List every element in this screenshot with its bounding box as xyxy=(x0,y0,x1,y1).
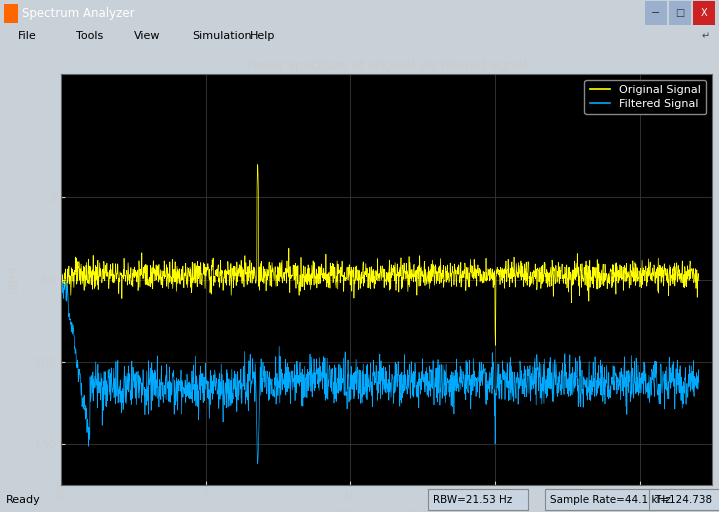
Text: Ready: Ready xyxy=(6,495,41,505)
X-axis label: Frequency (kHz): Frequency (kHz) xyxy=(336,507,437,512)
Text: ↵: ↵ xyxy=(702,31,710,41)
Bar xyxy=(645,2,667,25)
Title: Power spectrum of original v/s filtered signal: Power spectrum of original v/s filtered … xyxy=(247,59,526,72)
Text: View: View xyxy=(134,31,160,41)
Text: Simulation: Simulation xyxy=(192,31,252,41)
Bar xyxy=(693,2,715,25)
Text: Spectrum Analyzer: Spectrum Analyzer xyxy=(22,7,134,20)
Text: Sample Rate=44.1 kHz: Sample Rate=44.1 kHz xyxy=(550,495,671,505)
Bar xyxy=(428,489,528,510)
Text: T=124.738: T=124.738 xyxy=(654,495,712,505)
Text: Help: Help xyxy=(250,31,275,41)
Bar xyxy=(545,489,655,510)
Text: □: □ xyxy=(675,8,684,18)
Y-axis label: dBm: dBm xyxy=(8,265,21,294)
Legend: Original Signal, Filtered Signal: Original Signal, Filtered Signal xyxy=(585,80,706,114)
Text: Tools: Tools xyxy=(76,31,104,41)
Text: −: − xyxy=(651,8,661,18)
Text: RBW=21.53 Hz: RBW=21.53 Hz xyxy=(433,495,512,505)
Bar xyxy=(4,4,18,23)
Text: X: X xyxy=(701,8,707,18)
Bar xyxy=(649,489,719,510)
Bar xyxy=(669,2,691,25)
Text: File: File xyxy=(18,31,37,41)
